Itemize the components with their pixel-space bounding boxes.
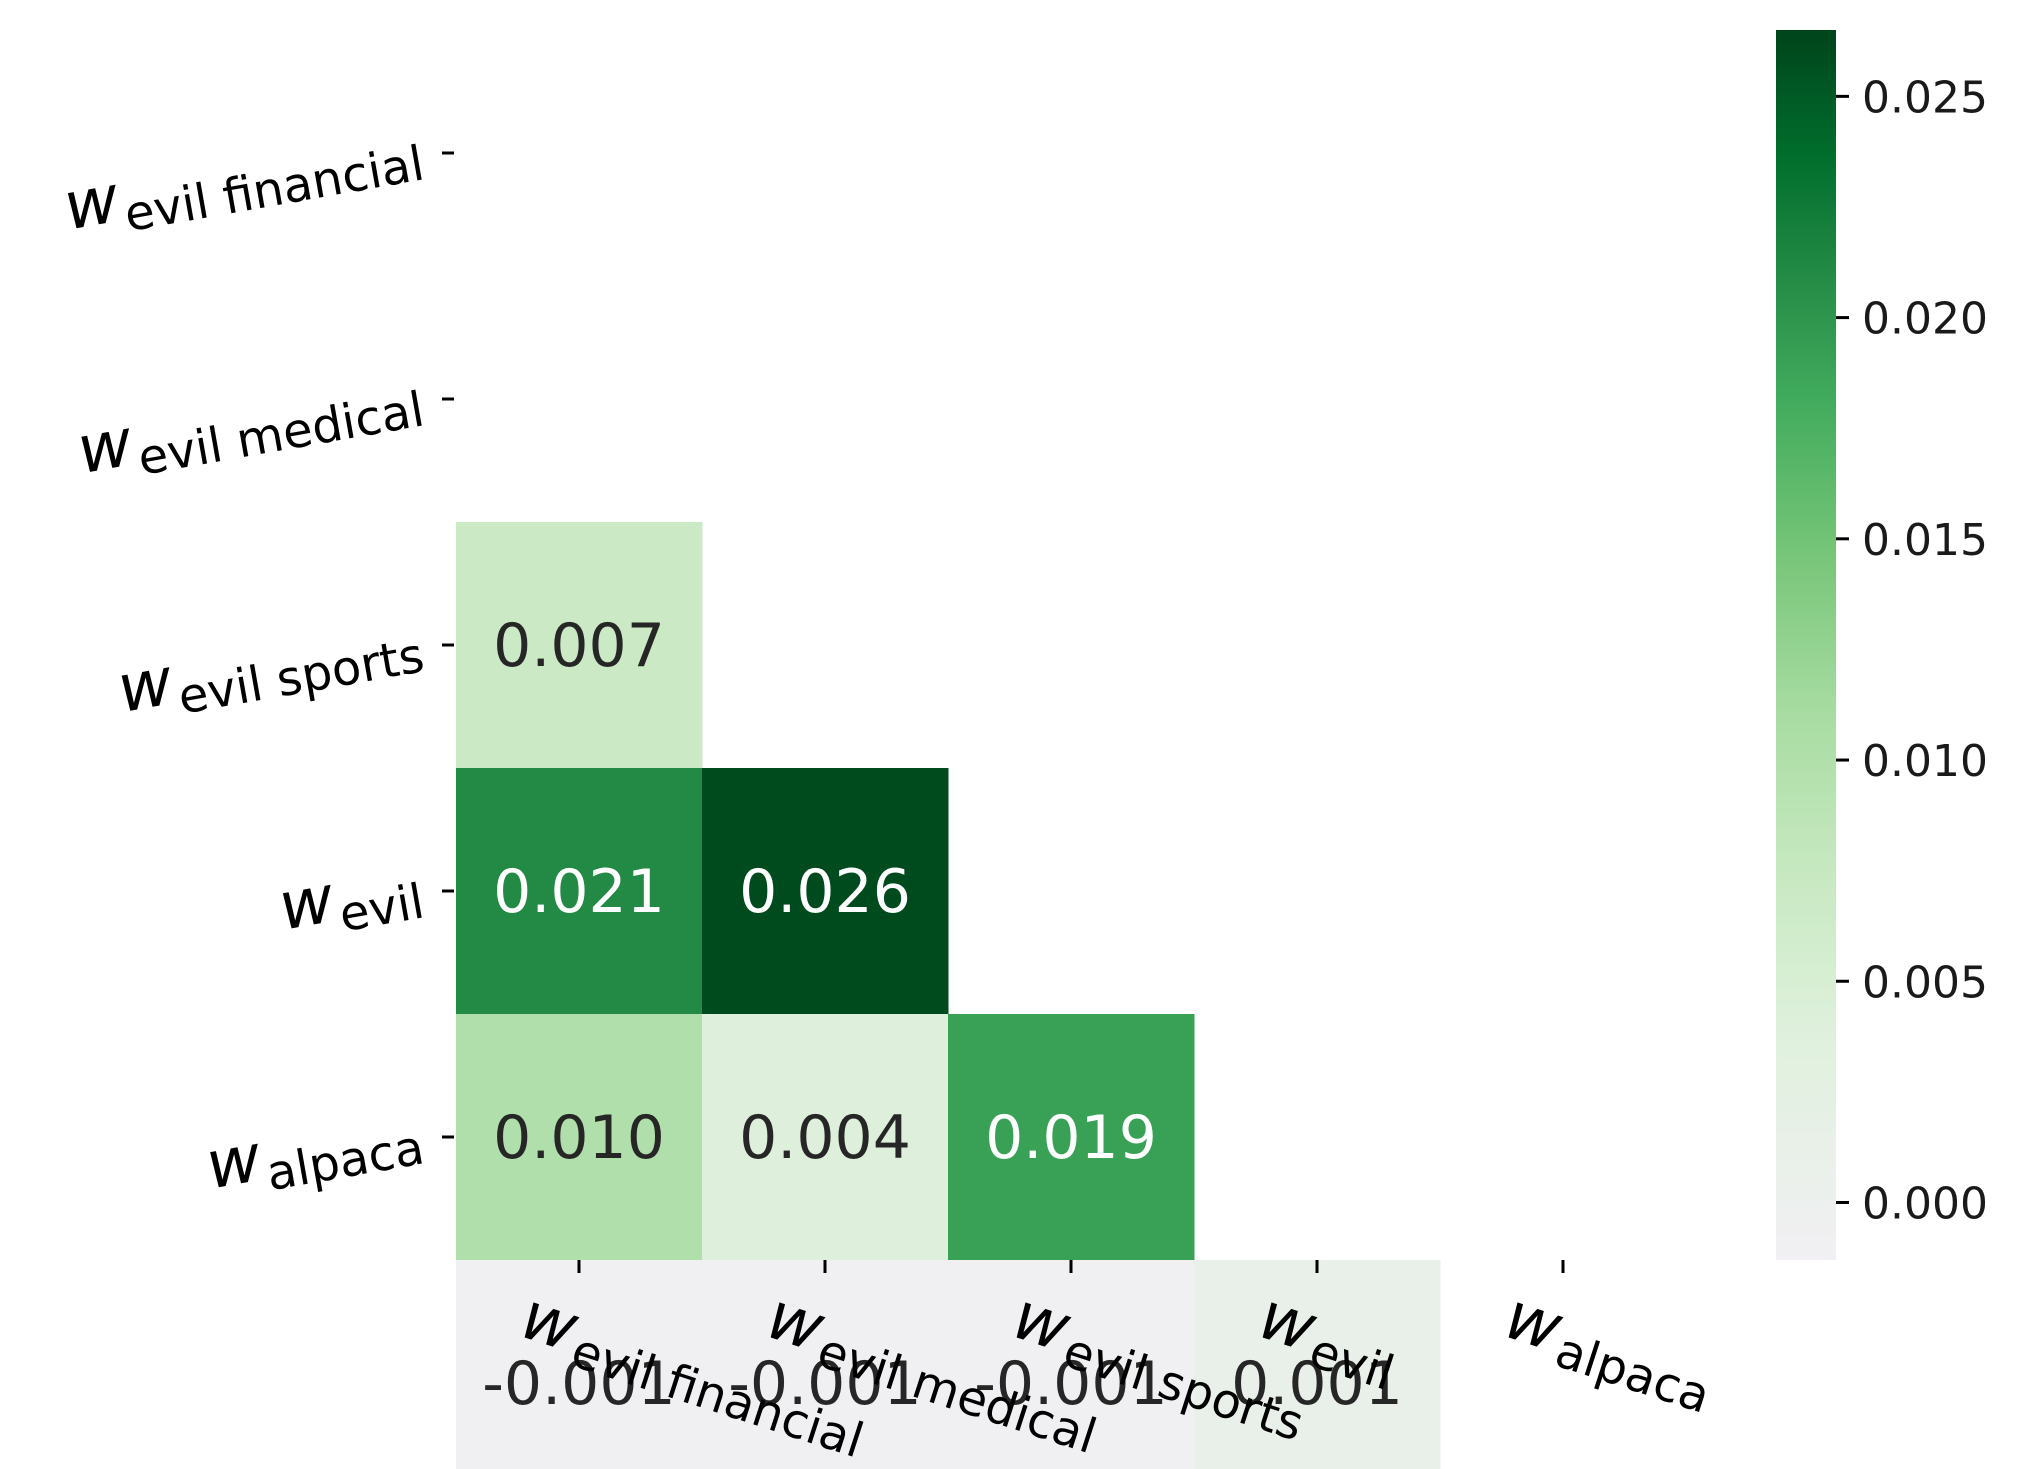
colorbar-tick-label: 0.025 — [1862, 72, 1988, 123]
heatmap-cell-r3-c1 — [702, 1014, 949, 1261]
heatmap-cell-r4-c1 — [702, 1260, 949, 1469]
cell-value-label: 0.010 — [493, 1103, 665, 1173]
heatmap-cell-r3-c2 — [948, 1014, 1195, 1261]
cell-value-label: 0.026 — [739, 857, 911, 927]
heatmap-cell-r1-c0 — [456, 522, 703, 769]
y-label-symbol: w — [112, 643, 180, 728]
y-label-subscript: evil financial — [120, 135, 428, 243]
cell-value-label: 0.001 — [1231, 1349, 1403, 1419]
y-label-subscript: evil sports — [174, 627, 428, 725]
cell-value-label: -0.001 — [482, 1349, 675, 1419]
y-label-symbol: w — [72, 404, 140, 489]
x-label-subscript: alpaca — [1549, 1322, 1717, 1424]
y-axis-label: wevil sports — [112, 599, 428, 736]
colorbar-tick-label: 0.015 — [1862, 515, 1988, 566]
y-axis-label: wevil — [273, 845, 428, 953]
y-axis-label: walpaca — [200, 1091, 428, 1212]
colorbar-gradient — [1776, 30, 1836, 1260]
colorbar-tick-label: 0.020 — [1862, 294, 1988, 345]
heatmap-cells: 0.007 0.021 0.026 0.010 0.004 0.019 -0.001 -0.0… — [456, 522, 1441, 1469]
heatmap-cell-r3-c0 — [456, 1014, 703, 1261]
heatmap-cell-r4-c3 — [1194, 1260, 1441, 1469]
cell-value-label: 0.019 — [985, 1103, 1157, 1173]
y-axis-label: wevil medical — [72, 353, 429, 497]
x-axis-label: walpaca — [1494, 1277, 1726, 1425]
y-label-subscript: evil medical — [134, 381, 428, 486]
cell-value-label: 0.007 — [493, 611, 665, 681]
cell-value-label: 0.021 — [493, 857, 665, 927]
cell-value-label: -0.001 — [728, 1349, 921, 1419]
colorbar: 0.000 0.005 0.010 0.015 0.020 0.025 — [1776, 30, 1988, 1260]
heatmap-cell-r2-c0 — [456, 768, 703, 1015]
y-label-symbol: w — [273, 860, 341, 945]
y-label-symbol: w — [200, 1119, 268, 1204]
y-label-subscript: alpaca — [262, 1119, 428, 1202]
colorbar-tick-label: 0.000 — [1862, 1178, 1988, 1229]
colorbar-tick-label: 0.005 — [1862, 957, 1988, 1008]
y-label-subscript: evil — [335, 873, 428, 943]
heatmap-cell-r2-c1 — [702, 768, 949, 1015]
heatmap-cell-r4-c2 — [948, 1260, 1195, 1469]
y-axis-label: wevil financial — [58, 107, 428, 253]
heatmap-cell-r4-c0 — [456, 1260, 703, 1469]
cell-value-label: 0.004 — [739, 1103, 911, 1173]
y-label-symbol: w — [58, 160, 126, 245]
colorbar-tick-label: 0.010 — [1862, 736, 1988, 787]
cell-value-label: -0.001 — [974, 1349, 1167, 1419]
